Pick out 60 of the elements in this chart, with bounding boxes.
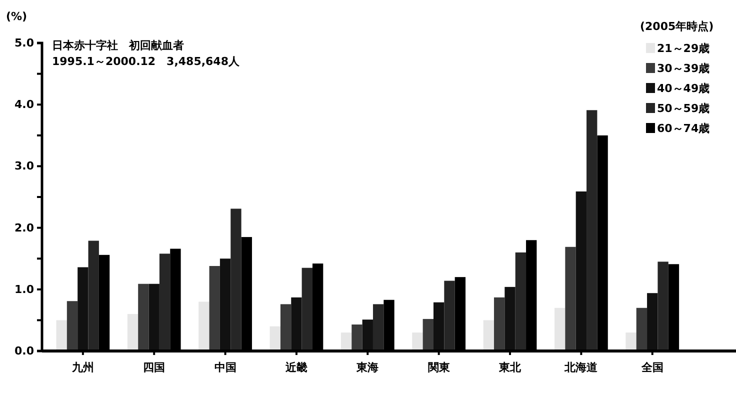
bar <box>280 304 292 351</box>
bar <box>78 267 88 351</box>
bar <box>66 301 78 351</box>
bar <box>159 254 170 351</box>
bar <box>504 286 516 351</box>
x-tick-label: 関東 <box>428 361 451 374</box>
bar <box>658 262 668 351</box>
y-tick-label: 1.0 <box>14 282 34 296</box>
chart-title: 日本赤十字社 初回献血者 <box>52 39 184 52</box>
legend-label: 30～39歳 <box>657 62 710 75</box>
bar <box>412 332 423 351</box>
bar <box>127 314 138 351</box>
bar <box>372 304 384 351</box>
bar <box>138 284 149 351</box>
bar <box>422 318 434 351</box>
x-tick-label: 近畿 <box>284 361 308 374</box>
bar <box>494 297 505 351</box>
legend-label: 40～49歳 <box>657 82 710 95</box>
x-tick-label: 中国 <box>214 361 236 374</box>
y-axis-title: (%) <box>6 10 28 23</box>
bar <box>230 208 242 351</box>
bar <box>576 191 587 351</box>
bar <box>220 258 231 351</box>
bar <box>302 268 312 351</box>
x-tick-label: 北海道 <box>564 361 599 374</box>
bar <box>56 320 67 351</box>
y-tick-label: 2.0 <box>14 221 34 234</box>
bar <box>340 332 352 351</box>
bar <box>209 266 220 351</box>
bar <box>647 293 658 351</box>
bar <box>586 110 598 351</box>
legend-label: 60～74歳 <box>657 122 710 135</box>
x-tick-label: 九州 <box>70 361 94 374</box>
bar <box>483 320 494 351</box>
x-tick-label: 東海 <box>356 361 379 374</box>
bar <box>626 332 636 351</box>
y-tick-label: 0.0 <box>14 344 34 358</box>
bar <box>270 326 280 351</box>
x-tick-label: 東北 <box>498 361 522 374</box>
legend-label: 50～59歳 <box>657 102 710 115</box>
bar <box>565 246 576 351</box>
legend-label: 21～29歳 <box>657 42 710 55</box>
text: 1995.1～2000.12 3,485,648人 <box>52 55 240 68</box>
bar <box>291 297 302 351</box>
bar <box>88 240 99 351</box>
bar <box>444 280 455 351</box>
bar <box>554 308 566 351</box>
legend-title: (2005年時点) <box>640 20 714 33</box>
bar <box>198 302 210 351</box>
bar <box>352 324 362 351</box>
y-tick-label: 4.0 <box>14 98 34 112</box>
bar <box>148 284 160 351</box>
x-tick-label: 四国 <box>143 361 166 374</box>
bar <box>362 320 373 351</box>
bar <box>515 252 526 351</box>
x-tick-label: 全国 <box>640 361 664 374</box>
bar <box>636 308 648 351</box>
y-tick-label: 3.0 <box>14 160 34 173</box>
y-tick-label: 5.0 <box>14 36 34 50</box>
bar <box>433 302 444 351</box>
